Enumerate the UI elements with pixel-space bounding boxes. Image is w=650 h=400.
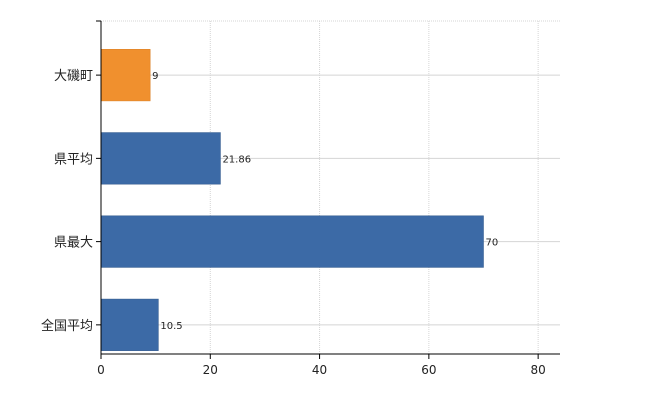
bar bbox=[100, 215, 484, 268]
bar bbox=[100, 298, 159, 351]
labels: 0 20 40 60 80 9 大磯町 21.86 県平均 70 県最大 10.5 全国平均 bbox=[41, 20, 546, 377]
data-label: 70 bbox=[486, 238, 499, 249]
category-label: 県最大 bbox=[54, 236, 93, 251]
bars bbox=[100, 49, 484, 351]
category-label: 大磯町 bbox=[54, 69, 93, 84]
x-tick-label: 0 bbox=[97, 363, 105, 377]
grid-lines bbox=[101, 20, 560, 354]
bar bbox=[100, 132, 221, 185]
axes bbox=[100, 21, 560, 355]
data-label: 9 bbox=[152, 71, 158, 82]
data-label: 10.5 bbox=[160, 321, 182, 332]
category-label: 県平均 bbox=[54, 152, 93, 167]
category-label: 全国平均 bbox=[41, 318, 93, 334]
x-tick-label: 80 bbox=[531, 363, 546, 377]
x-tick-label: 40 bbox=[312, 363, 327, 377]
bar bbox=[100, 49, 151, 102]
data-label: 21.86 bbox=[222, 154, 251, 165]
x-tick-label: 20 bbox=[203, 363, 218, 377]
x-tick-label: 60 bbox=[421, 363, 436, 377]
